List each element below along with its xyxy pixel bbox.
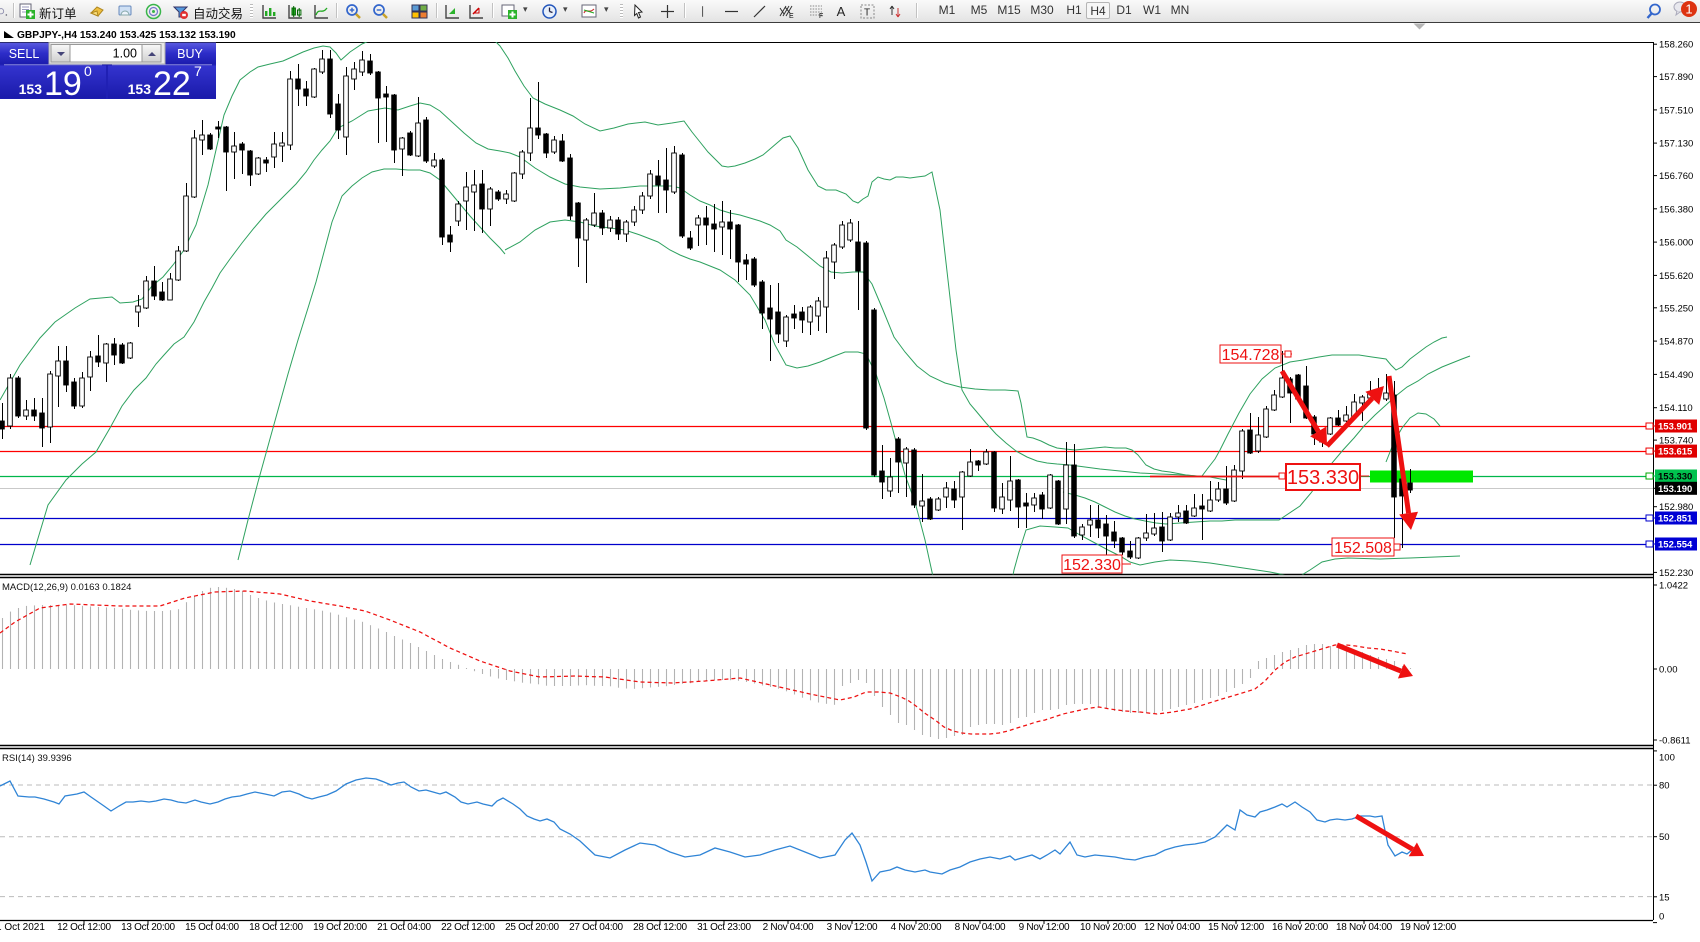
- svg-text:152.554: 152.554: [1658, 540, 1693, 551]
- svg-text:22: 22: [153, 65, 191, 103]
- svg-text:153: 153: [128, 81, 152, 97]
- svg-text:157.130: 157.130: [1659, 139, 1693, 150]
- svg-text:153.901: 153.901: [1658, 422, 1693, 433]
- svg-text:0.00: 0.00: [1659, 665, 1678, 676]
- svg-text:T: T: [864, 7, 870, 18]
- svg-text:28 Oct 12:00: 28 Oct 12:00: [633, 922, 687, 933]
- svg-text:E: E: [789, 13, 794, 20]
- svg-text:80: 80: [1659, 781, 1670, 792]
- svg-text:156.000: 156.000: [1659, 238, 1693, 249]
- svg-text:10 Nov 20:00: 10 Nov 20:00: [1080, 922, 1137, 933]
- svg-text:154.728: 154.728: [1222, 347, 1280, 364]
- svg-text:12 Nov 04:00: 12 Nov 04:00: [1144, 922, 1201, 933]
- svg-text:153.190: 153.190: [1658, 484, 1692, 495]
- svg-text:154.110: 154.110: [1659, 403, 1693, 414]
- svg-text:31 Oct 23:00: 31 Oct 23:00: [697, 922, 751, 933]
- svg-text:152.508: 152.508: [1334, 540, 1392, 557]
- svg-text:18 Oct 12:00: 18 Oct 12:00: [249, 922, 303, 933]
- svg-text:153.330: 153.330: [1287, 467, 1359, 489]
- svg-text:153.615: 153.615: [1658, 447, 1693, 458]
- svg-text:1 Oct 2021: 1 Oct 2021: [0, 922, 45, 933]
- svg-text:156.380: 156.380: [1659, 204, 1693, 215]
- svg-text:153.330: 153.330: [1658, 472, 1692, 483]
- svg-text:152.330: 152.330: [1063, 557, 1121, 574]
- svg-text:-0.8611: -0.8611: [1659, 736, 1691, 747]
- svg-text:F: F: [819, 13, 823, 20]
- svg-text:15: 15: [1659, 892, 1670, 903]
- svg-text:25 Oct 20:00: 25 Oct 20:00: [505, 922, 559, 933]
- svg-text:152.851: 152.851: [1658, 514, 1693, 525]
- svg-text:7: 7: [194, 63, 202, 79]
- svg-text:152.230: 152.230: [1659, 568, 1693, 579]
- svg-text:156.760: 156.760: [1659, 171, 1693, 182]
- svg-text:8 Nov 04:00: 8 Nov 04:00: [955, 922, 1006, 933]
- svg-text:154.870: 154.870: [1659, 337, 1693, 348]
- svg-text:15 Oct 04:00: 15 Oct 04:00: [185, 922, 239, 933]
- svg-text:16 Nov 20:00: 16 Nov 20:00: [1272, 922, 1329, 933]
- svg-text:1.0422: 1.0422: [1659, 581, 1688, 592]
- svg-text:19 Nov 12:00: 19 Nov 12:00: [1400, 922, 1457, 933]
- svg-text:153: 153: [19, 81, 43, 97]
- svg-text:GBPJPY-,H4 153.240 153.425 15: GBPJPY-,H4 153.240 153.425 153.132 153.1…: [17, 30, 236, 41]
- svg-text:0: 0: [84, 63, 92, 79]
- svg-text:4 Nov 20:00: 4 Nov 20:00: [891, 922, 942, 933]
- svg-text:0: 0: [1659, 912, 1664, 923]
- svg-text:15 Nov 12:00: 15 Nov 12:00: [1208, 922, 1265, 933]
- svg-text:21 Oct 04:00: 21 Oct 04:00: [377, 922, 431, 933]
- svg-text:9 Nov 12:00: 9 Nov 12:00: [1019, 922, 1070, 933]
- svg-text:BUY: BUY: [177, 47, 203, 61]
- svg-text:100: 100: [1659, 753, 1675, 764]
- svg-text:153.740: 153.740: [1659, 436, 1693, 447]
- svg-text:157.890: 157.890: [1659, 72, 1693, 83]
- svg-text:1: 1: [1685, 2, 1692, 17]
- svg-text:RSI(14) 39.9396: RSI(14) 39.9396: [2, 753, 72, 764]
- svg-text:19: 19: [44, 65, 82, 103]
- svg-text:22 Oct 12:00: 22 Oct 12:00: [441, 922, 495, 933]
- svg-text:2 Nov 04:00: 2 Nov 04:00: [763, 922, 814, 933]
- svg-text:50: 50: [1659, 832, 1670, 843]
- svg-text:19 Oct 20:00: 19 Oct 20:00: [313, 922, 367, 933]
- svg-text:158.260: 158.260: [1659, 40, 1693, 51]
- svg-text:12 Oct 12:00: 12 Oct 12:00: [57, 922, 111, 933]
- svg-text:SELL: SELL: [9, 47, 40, 61]
- svg-text:152.980: 152.980: [1659, 502, 1693, 513]
- svg-text:13 Oct 20:00: 13 Oct 20:00: [121, 922, 175, 933]
- svg-text:155.620: 155.620: [1659, 271, 1693, 282]
- svg-text:18 Nov 04:00: 18 Nov 04:00: [1336, 922, 1393, 933]
- svg-text:27 Oct 04:00: 27 Oct 04:00: [569, 922, 623, 933]
- svg-text:1.00: 1.00: [113, 47, 137, 61]
- svg-text:154.490: 154.490: [1659, 370, 1693, 381]
- svg-text:155.250: 155.250: [1659, 303, 1693, 314]
- svg-text:3 Nov 12:00: 3 Nov 12:00: [827, 922, 878, 933]
- svg-text:MACD(12,26,9) 0.0163 0.1824: MACD(12,26,9) 0.0163 0.1824: [2, 582, 131, 593]
- svg-text:157.510: 157.510: [1659, 105, 1693, 116]
